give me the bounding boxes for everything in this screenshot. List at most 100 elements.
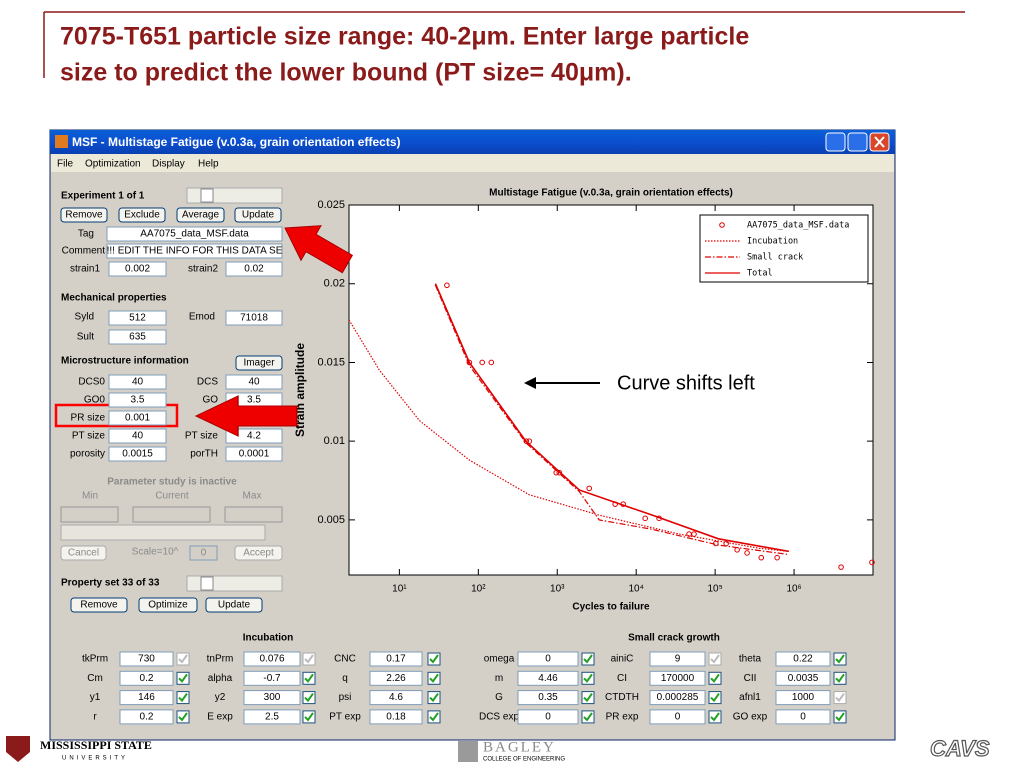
text-field[interactable] (243, 690, 301, 706)
label: GO0 (84, 395, 106, 406)
text-field[interactable] (225, 446, 283, 462)
button[interactable] (60, 545, 107, 561)
text-field[interactable] (119, 690, 174, 706)
title-bar (50, 130, 895, 154)
data-point (523, 438, 530, 444)
text-field[interactable] (517, 651, 579, 667)
text-field[interactable] (243, 709, 301, 725)
text-field[interactable] (225, 428, 283, 444)
text-field[interactable] (225, 374, 283, 390)
text-field[interactable] (108, 428, 167, 444)
text-field[interactable] (369, 670, 423, 686)
text-field[interactable] (369, 651, 423, 667)
text-field[interactable] (775, 670, 831, 686)
check-mark (429, 712, 439, 722)
text-field[interactable] (775, 651, 831, 667)
y-tick-label: 0.005 (317, 514, 345, 526)
button[interactable] (176, 207, 225, 223)
field-value: 0.22 (793, 654, 813, 665)
label: CNC (334, 654, 356, 665)
slider[interactable] (60, 524, 266, 541)
slide-title: 7075-T651 particle size range: 40-2μm. E… (60, 23, 749, 51)
text-field[interactable] (517, 670, 579, 686)
text-field[interactable] (369, 690, 423, 706)
data-point (774, 554, 780, 561)
button[interactable] (235, 355, 283, 371)
text-field[interactable] (119, 651, 174, 667)
field-value: 0.0001 (239, 449, 270, 460)
text-field[interactable] (108, 261, 167, 277)
label: theta (739, 654, 762, 665)
college-logo (458, 741, 478, 762)
label: PT exp (329, 712, 361, 723)
slider-thumb[interactable] (200, 576, 214, 591)
text-field[interactable] (225, 261, 283, 277)
text-field[interactable] (369, 709, 423, 725)
text-field[interactable] (649, 670, 706, 686)
field-value: 0.002 (125, 264, 150, 275)
section-heading: Experiment 1 of 1 (61, 191, 145, 202)
slider-thumb[interactable] (200, 188, 214, 203)
text-field[interactable] (119, 709, 174, 725)
callout-arrow (284, 225, 354, 274)
text-field[interactable] (108, 310, 167, 326)
text-field[interactable] (243, 651, 301, 667)
text-field[interactable] (189, 545, 218, 561)
text-field[interactable] (243, 670, 301, 686)
text-field[interactable] (517, 690, 579, 706)
button[interactable] (234, 545, 283, 561)
button[interactable] (118, 207, 166, 223)
menu-item: Help (198, 159, 219, 170)
button[interactable] (60, 207, 108, 223)
text-field[interactable] (225, 310, 283, 326)
data-point (838, 564, 844, 570)
button[interactable] (234, 207, 282, 223)
text-field[interactable] (60, 506, 119, 523)
button-label: Accept (243, 548, 274, 559)
label: DCS0 (78, 377, 105, 388)
label: ainiC (611, 654, 634, 665)
text-field[interactable] (649, 709, 706, 725)
button[interactable] (138, 597, 198, 613)
label: psi (339, 692, 352, 703)
text-field[interactable] (119, 670, 174, 686)
check-mark (304, 673, 314, 683)
text-field[interactable] (775, 690, 831, 706)
text-field[interactable] (108, 329, 167, 345)
check-mark (583, 712, 593, 722)
text-field[interactable] (649, 690, 706, 706)
button[interactable] (205, 597, 263, 613)
maximize-button[interactable] (847, 132, 868, 152)
footer-text: BAGLEY (483, 739, 556, 755)
button[interactable] (70, 597, 128, 613)
label: Comment (62, 246, 106, 257)
label: G (495, 692, 503, 703)
field-value: 1000 (792, 692, 815, 703)
label: Tag (78, 229, 94, 240)
text-field[interactable] (649, 651, 706, 667)
text-field[interactable] (106, 243, 283, 259)
label: PR size (71, 413, 106, 424)
text-field[interactable] (106, 226, 283, 242)
label: r (93, 712, 97, 723)
data-point (642, 515, 648, 522)
text-field[interactable] (108, 392, 167, 408)
label: strain2 (188, 264, 218, 275)
legend-marker (719, 222, 725, 228)
text-field[interactable] (224, 506, 283, 523)
label: q (342, 673, 348, 684)
label: Scale=10^ (132, 547, 179, 558)
minimize-button[interactable] (825, 132, 846, 152)
text-field[interactable] (517, 709, 579, 725)
text-field[interactable] (108, 446, 167, 462)
field-value: 0 (201, 548, 207, 559)
data-point (758, 554, 765, 561)
x-tick-label: 10⁴ (628, 584, 643, 595)
text-field[interactable] (108, 410, 167, 426)
field-value: 0.0015 (122, 449, 153, 460)
text-field[interactable] (108, 374, 167, 390)
window-title: MSF - Multistage Fatigue (v.0.3a, grain … (72, 135, 401, 149)
text-field[interactable] (775, 709, 831, 725)
text-field[interactable] (132, 506, 211, 523)
label: E exp (207, 712, 233, 723)
